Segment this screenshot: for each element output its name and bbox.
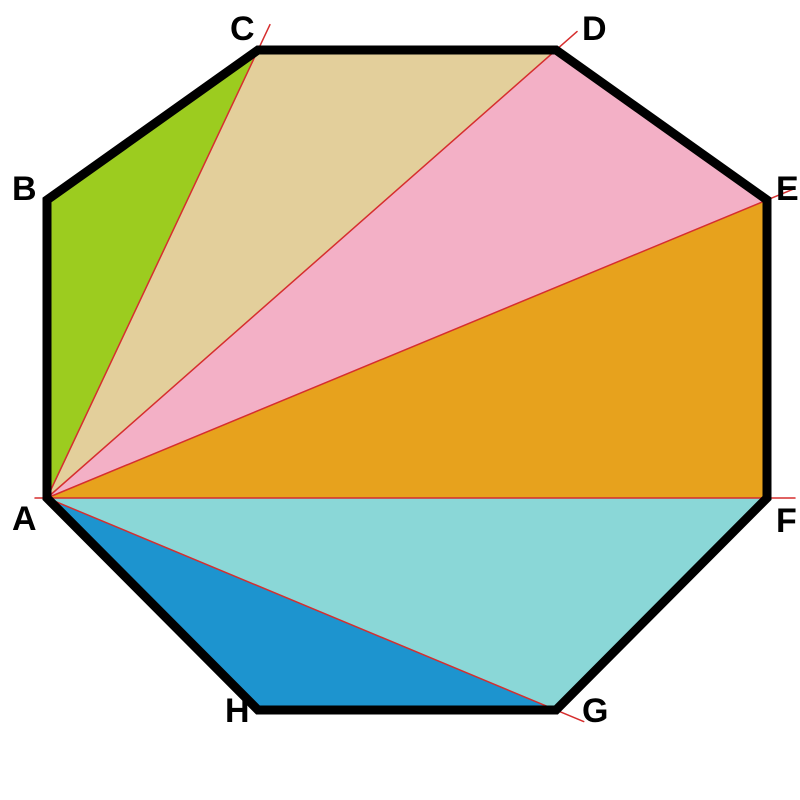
vertex-label-c: C [230, 10, 255, 48]
vertex-label-f: F [776, 502, 797, 540]
vertex-label-b: B [12, 170, 37, 208]
vertex-label-d: D [582, 10, 607, 48]
vertex-label-h: H [225, 692, 250, 730]
vertex-label-g: G [582, 692, 608, 730]
vertex-label-a: A [12, 500, 37, 538]
vertex-label-e: E [776, 170, 799, 208]
octagon-diagram: A B C D E F G H [0, 0, 800, 800]
